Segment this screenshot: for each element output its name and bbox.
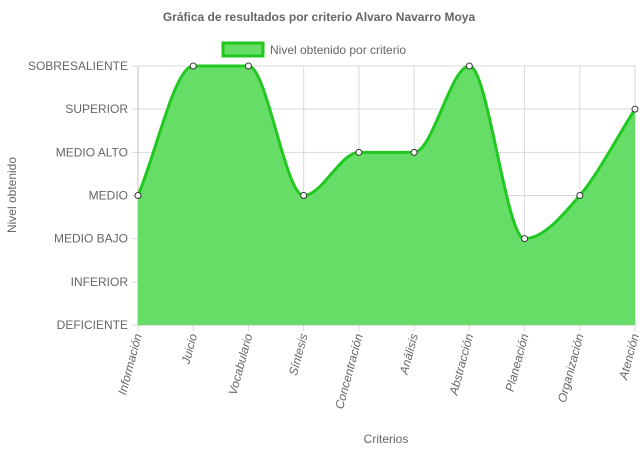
y-tick-label: MEDIO ALTO [56,145,128,159]
data-point-9[interactable] [576,192,584,199]
y-tick-label: MEDIO [89,189,128,203]
series-area [136,64,637,325]
x-tick-label: Concentración [332,332,366,411]
data-point-10[interactable] [631,105,639,113]
x-tick-label: Organización [555,332,587,404]
x-tick-label: Síntesis [286,332,311,377]
x-tick-label: Planeación [503,332,532,393]
y-tick-label: SUPERIOR [65,102,128,116]
x-tick-label: Atención [616,332,639,382]
series-fill [138,66,635,325]
x-tick-label: Abstracción [446,332,476,397]
x-tick-label: Información [115,332,145,396]
x-tick-label: Vocabulario [226,332,256,397]
x-axis-title: Criterios [364,432,409,446]
y-axis-ticks: DEFICIENTE INFERIOR MEDIO BAJO MEDIO MEDIO A… [28,59,128,332]
data-point-2[interactable] [189,62,197,70]
legend[interactable]: Nivel obtenido por criterio [221,41,406,58]
y-axis-title: Nivel obtenido [5,157,19,233]
x-axis-ticks: Información Juicio Vocabulario Síntesis Conc… [115,332,639,411]
legend-swatch[interactable] [221,41,265,58]
data-point-7[interactable] [465,62,473,70]
legend-label[interactable]: Nivel obtenido por criterio [270,43,406,57]
y-tick-label: DEFICIENTE [57,318,128,332]
data-points[interactable] [134,62,639,243]
y-tick-label: MEDIO BAJO [54,232,128,246]
y-tick-label: SOBRESALIENTE [28,59,128,73]
data-point-1[interactable] [134,192,142,199]
chart-title: Gráfica de resultados por criterio Alvar… [163,10,476,24]
data-point-6[interactable] [410,148,418,156]
y-tick-label: INFERIOR [71,275,129,289]
data-point-3[interactable] [244,62,252,70]
data-point-4[interactable] [300,192,308,199]
x-tick-label: Análisis [397,332,421,377]
data-point-5[interactable] [355,148,363,156]
series-line [136,64,637,241]
data-point-8[interactable] [521,235,529,243]
x-tick-label: Juicio [178,332,200,367]
